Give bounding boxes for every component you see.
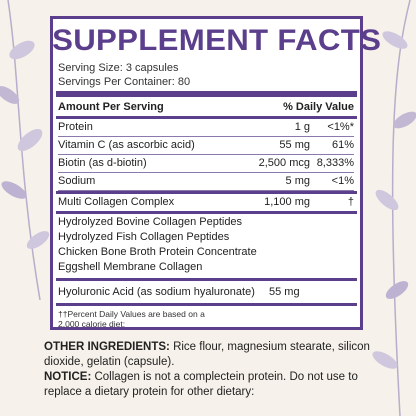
nutrient-name: Multi Collagen Complex [58,196,175,208]
complex-item: Chicken Bone Broth Protein Concentrate [58,246,257,258]
medium-divider [56,278,357,281]
leaf-branch-right-icon [372,0,416,416]
footnote-line-1: ††Percent Daily Values are based on a [58,309,205,319]
other-ingredients-text: Rice flour, magnesium stearate, silicon … [44,341,370,368]
notice-text: Collagen is not a complectein protein. D… [44,371,358,398]
nutrient-dv: 61% [331,139,354,151]
medium-divider [56,116,357,119]
nutrient-amount: 55 mg [269,286,300,298]
footnote-line-2: 2,000 calorie diet: [58,319,126,329]
nutrient-dv: † [347,196,354,208]
thick-divider [56,91,357,97]
supplement-facts-panel: SUPPLEMENT FACTS Serving Size: 3 capsule… [50,16,382,330]
nutrient-name: Biotin (as d-biotin) [58,157,147,169]
nutrient-amount: 2,500 mcg [258,157,310,169]
nutrient-amount: 1,100 mg [264,196,310,208]
ingredients-notice: OTHER INGREDIENTS: Rice flour, magnesium… [44,340,374,400]
panel-title: SUPPLEMENT FACTS [52,24,382,57]
nutrient-row-sodium: Sodium 5 mg <1% [58,173,354,191]
nutrient-name: Hyoluronic Acid (as sodium hyaluronate) [58,286,255,298]
servings-per-container: Servings Per Container: 80 [58,76,191,88]
other-ingredients: OTHER INGREDIENTS: Rice flour, magnesium… [44,340,374,370]
complex-item: Eggshell Membrane Collagen [58,261,203,273]
nutrient-row-hyaluronic-acid: Hyoluronic Acid (as sodium hyaluronate) … [58,281,354,303]
complex-item: Hydrolyzed Bovine Collagen Peptides [58,216,243,228]
serving-size: Serving Size: 3 capsules [58,62,179,74]
notice: NOTICE: Collagen is not a complectein pr… [44,370,374,400]
medium-divider [56,211,357,214]
table-header: Amount Per Serving % Daily Value [58,99,354,116]
complex-item: Hydrolyzed Fish Collagen Peptides [58,231,230,243]
nutrient-row-collagen-complex: Multi Collagen Complex 1,100 mg † [58,194,354,211]
nutrient-amount: 55 mg [279,139,310,151]
nutrient-amount: 1 g [294,121,310,133]
daily-value-label: % Daily Value [283,101,354,113]
leaf-branch-left-icon [0,0,50,300]
nutrient-amount: 5 mg [285,175,310,187]
nutrient-row-biotin: Biotin (as d-biotin) 2,500 mcg 8,333% [58,155,354,173]
nutrient-name: Vitamin C (as ascorbic acid) [58,139,195,151]
nutrient-row-vitamin-c: Vitamin C (as ascorbic acid) 55 mg 61% [58,137,354,155]
other-ingredients-label: OTHER INGREDIENTS: [44,341,170,353]
nutrient-name: Protein [58,121,93,133]
nutrient-name: Sodium [58,175,96,187]
nutrient-dv: 8,333% [316,157,354,169]
nutrient-dv: <1% [331,175,354,187]
nutrient-row-protein: Protein 1 g <1%* [58,119,354,137]
amount-per-serving-label: Amount Per Serving [58,101,164,113]
nutrient-dv: <1%* [327,121,354,133]
notice-label: NOTICE: [44,371,92,383]
medium-divider [56,191,357,194]
medium-divider [56,303,357,306]
